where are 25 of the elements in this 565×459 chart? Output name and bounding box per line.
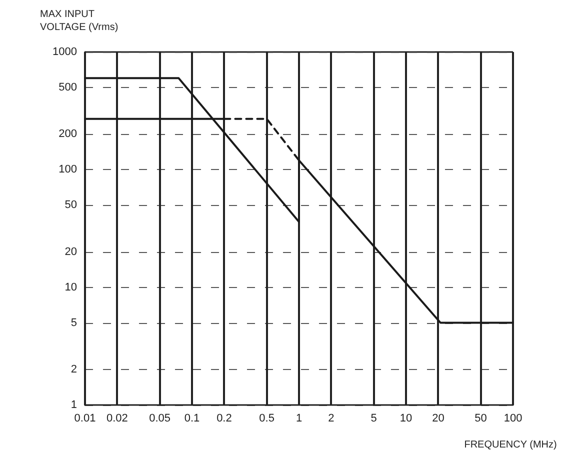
y-tick-label: 100 <box>58 164 77 176</box>
x-tick-label: 0.1 <box>184 412 200 424</box>
x-tick-label: 0.5 <box>259 412 274 424</box>
x-axis-title: FREQUENCY (MHz) <box>464 440 557 450</box>
y-axis-title: MAX INPUT VOLTAGE (Vrms) <box>40 9 118 33</box>
x-tick-label: 2 <box>328 412 334 424</box>
y-tick-label: 2 <box>70 364 77 376</box>
x-tick-label: 10 <box>400 412 412 424</box>
y-tick-label: 5 <box>70 316 77 329</box>
y-tick-label: 200 <box>58 128 77 140</box>
x-tick-label: 20 <box>432 412 444 424</box>
x-tick-label: 1 <box>296 412 302 424</box>
y-tick-label: 50 <box>64 199 77 212</box>
y-tick-label: 10 <box>64 281 77 294</box>
y-tick-label: 1000 <box>52 46 77 58</box>
y-tick-label: 1 <box>70 399 77 411</box>
y-tick-label: 20 <box>64 246 77 258</box>
x-tick-label: 0.05 <box>149 412 170 424</box>
x-tick-label: 0.02 <box>106 412 128 424</box>
x-tick-label: 50 <box>474 412 487 424</box>
y-tick-label: 500 <box>58 81 77 94</box>
x-tick-label: 0.01 <box>74 412 96 424</box>
x-tick-label: 100 <box>504 412 522 424</box>
x-tick-label: 0.2 <box>216 412 232 424</box>
x-tick-label: 5 <box>370 412 377 424</box>
